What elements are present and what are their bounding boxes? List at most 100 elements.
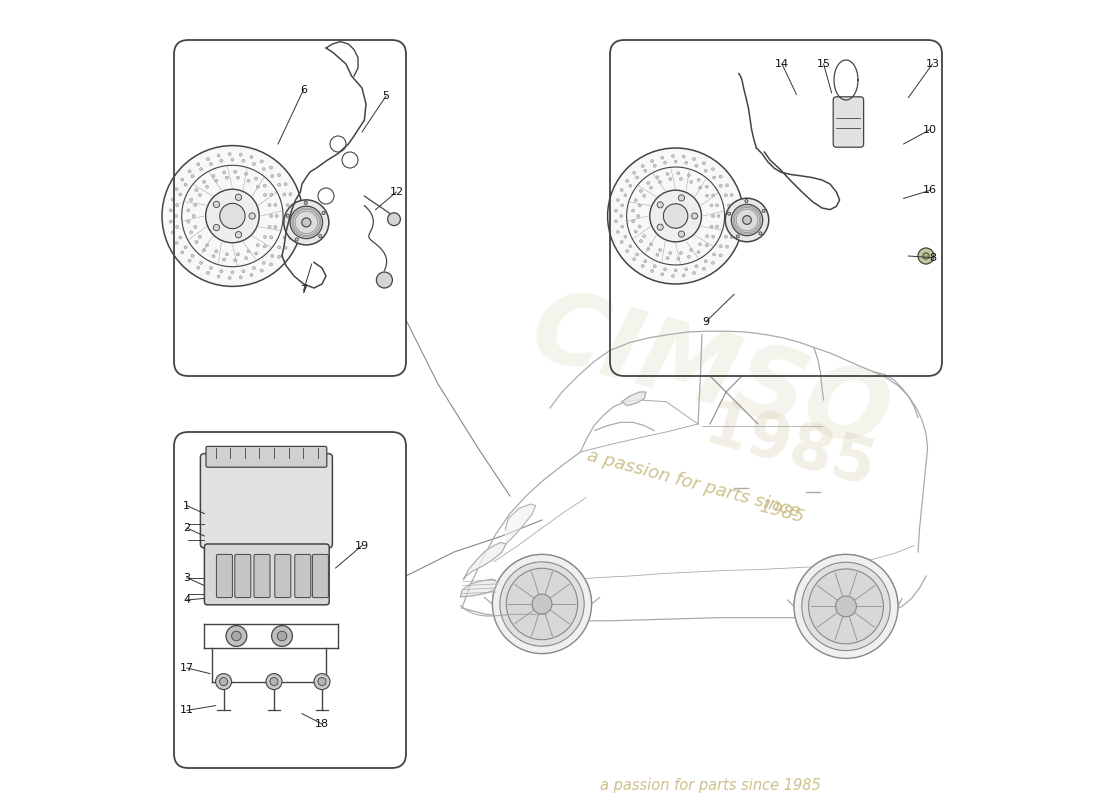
Text: 3: 3 [184,573,190,582]
Circle shape [619,214,623,218]
Circle shape [295,238,298,241]
Circle shape [762,210,766,213]
Circle shape [663,161,667,164]
Circle shape [653,164,657,167]
Circle shape [657,202,663,208]
Circle shape [676,258,680,260]
Circle shape [270,214,273,218]
Circle shape [808,569,883,644]
Circle shape [712,214,715,218]
Circle shape [184,246,187,249]
Circle shape [263,235,266,238]
Circle shape [213,225,220,230]
FancyBboxPatch shape [312,554,329,598]
Circle shape [187,220,190,223]
Polygon shape [461,579,498,597]
Text: 18: 18 [315,719,329,729]
Circle shape [263,245,266,248]
Circle shape [661,156,663,159]
Text: 7: 7 [300,286,307,295]
Circle shape [631,209,635,212]
Circle shape [692,213,697,219]
Circle shape [620,241,624,243]
Circle shape [635,230,637,234]
Circle shape [624,235,627,238]
Circle shape [305,202,307,204]
Text: 8: 8 [928,253,936,262]
Circle shape [656,254,659,256]
Text: 9: 9 [703,317,710,326]
Circle shape [263,194,266,197]
Circle shape [506,568,578,640]
Circle shape [637,214,640,218]
Circle shape [638,204,641,207]
Circle shape [286,214,289,218]
Circle shape [195,188,198,191]
Circle shape [647,182,650,185]
Text: 17: 17 [179,663,194,673]
Circle shape [209,266,212,270]
Circle shape [277,255,280,258]
Circle shape [676,172,680,174]
Circle shape [198,235,201,238]
Circle shape [194,203,197,206]
Text: 1985: 1985 [698,397,882,499]
Circle shape [647,247,650,250]
Text: 13: 13 [925,59,939,69]
Circle shape [318,678,326,686]
Circle shape [705,185,708,188]
Circle shape [712,168,714,170]
Circle shape [220,159,223,162]
Circle shape [270,263,273,266]
Text: 10: 10 [923,125,937,134]
Circle shape [657,224,663,230]
Circle shape [728,214,732,218]
Circle shape [206,244,209,247]
Circle shape [624,194,627,197]
Circle shape [277,246,280,249]
Circle shape [717,214,719,218]
Polygon shape [505,504,536,544]
Circle shape [719,245,723,248]
Circle shape [726,245,728,248]
Circle shape [199,262,202,264]
Circle shape [667,173,669,175]
Circle shape [244,257,248,260]
Circle shape [176,203,178,206]
Circle shape [286,226,289,229]
Circle shape [228,153,231,156]
Text: 1: 1 [184,501,190,510]
Text: 2: 2 [184,523,190,533]
Circle shape [682,155,685,158]
Circle shape [642,194,646,198]
Circle shape [635,198,637,202]
Circle shape [713,176,716,179]
Circle shape [256,185,260,188]
Circle shape [220,678,228,686]
Circle shape [695,164,697,167]
Circle shape [292,203,295,206]
Circle shape [725,198,769,242]
Circle shape [918,248,934,264]
Circle shape [704,260,707,262]
Circle shape [836,596,857,617]
Circle shape [191,174,194,178]
Polygon shape [621,392,646,406]
Circle shape [759,232,762,235]
Text: 15: 15 [816,59,831,69]
FancyBboxPatch shape [295,554,311,598]
Circle shape [256,244,260,247]
Circle shape [690,249,693,251]
Circle shape [684,161,688,164]
Circle shape [376,272,393,288]
Circle shape [638,225,641,228]
Circle shape [644,170,647,172]
Circle shape [727,212,730,215]
Circle shape [274,226,277,229]
Circle shape [674,269,678,272]
Circle shape [712,235,715,238]
Circle shape [270,678,278,686]
Circle shape [175,187,178,190]
Circle shape [697,250,700,254]
Circle shape [616,198,619,202]
